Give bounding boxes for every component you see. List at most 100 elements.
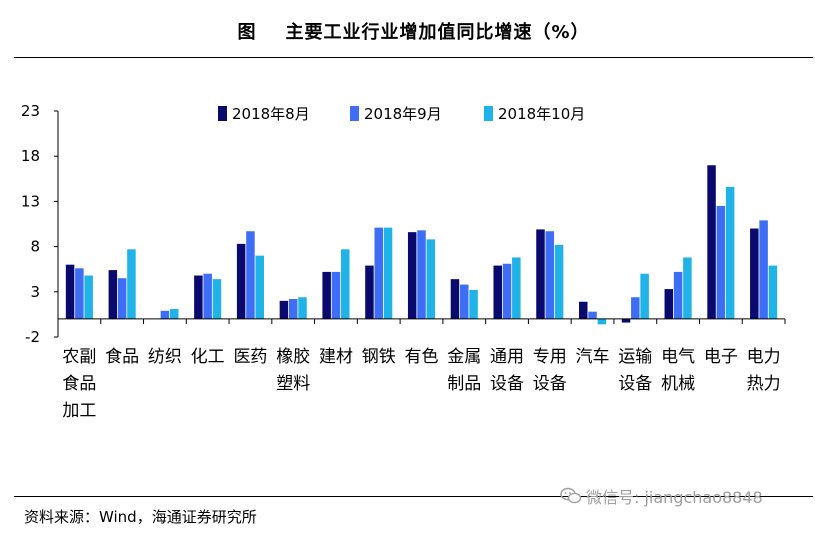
bar bbox=[426, 239, 436, 319]
source-note: 资料来源：Wind，海通证券研究所 bbox=[24, 508, 257, 526]
bar bbox=[288, 299, 298, 319]
watermark-text: 微信号: jiangchao8848 bbox=[586, 488, 763, 507]
bar bbox=[707, 165, 716, 319]
bar bbox=[298, 297, 307, 319]
x-tick-label: 纺织 bbox=[148, 347, 182, 367]
bar bbox=[212, 279, 222, 319]
bar bbox=[160, 310, 170, 319]
x-tick-label: 食品 bbox=[62, 374, 96, 394]
x-tick-label: 设备 bbox=[490, 374, 524, 394]
bar bbox=[545, 231, 555, 319]
x-tick-label: 塑料 bbox=[276, 374, 310, 394]
x-tick-label: 橡胶 bbox=[276, 347, 310, 367]
bar bbox=[597, 318, 607, 325]
legend-label: 2018年10月 bbox=[498, 105, 585, 123]
bar bbox=[255, 255, 264, 319]
bar bbox=[750, 228, 759, 319]
y-tick-label: 23 bbox=[21, 102, 40, 120]
bar bbox=[203, 273, 212, 319]
bar bbox=[640, 273, 649, 319]
bar bbox=[664, 289, 674, 319]
bar bbox=[108, 270, 118, 319]
bar bbox=[621, 318, 631, 323]
x-tick-label: 通用 bbox=[490, 347, 524, 367]
top-rule bbox=[14, 57, 813, 58]
bar bbox=[502, 263, 512, 319]
bar bbox=[460, 284, 469, 319]
x-tick-label: 设备 bbox=[533, 374, 567, 394]
legend-swatch bbox=[484, 106, 493, 121]
bar bbox=[469, 289, 478, 319]
bar bbox=[536, 229, 545, 319]
x-tick-label: 农副 bbox=[62, 347, 96, 367]
bar bbox=[331, 271, 341, 319]
bars bbox=[65, 165, 778, 325]
x-tick-label: 专用 bbox=[533, 347, 567, 367]
x-tick-label: 电子 bbox=[704, 347, 738, 367]
legend-swatch bbox=[218, 106, 227, 121]
bar bbox=[84, 275, 93, 319]
bar bbox=[117, 278, 127, 319]
x-tick-label: 化工 bbox=[191, 347, 225, 367]
bar bbox=[365, 265, 374, 319]
bar bbox=[759, 220, 768, 319]
x-tick-label: 机械 bbox=[661, 374, 695, 394]
x-tick-label: 设备 bbox=[618, 374, 652, 394]
bar bbox=[725, 186, 735, 319]
bar bbox=[75, 268, 84, 319]
x-tick-label: 电气 bbox=[661, 347, 695, 367]
y-tick-label: 13 bbox=[21, 192, 40, 210]
y-tick-label: -2 bbox=[25, 328, 40, 346]
watermark: 微信号: jiangchao8848 bbox=[560, 484, 763, 508]
x-tick-label: 热力 bbox=[747, 374, 781, 394]
legend-label: 2018年9月 bbox=[364, 105, 442, 123]
y-axis: -2 3 8 13 18 23 bbox=[21, 102, 59, 346]
y-tick-label: 8 bbox=[30, 238, 40, 256]
bottom-rule bbox=[14, 496, 813, 497]
x-tick-label: 医药 bbox=[233, 347, 267, 367]
bar bbox=[407, 232, 417, 319]
bar bbox=[383, 227, 393, 319]
bar bbox=[554, 244, 564, 319]
x-tick-label: 有色 bbox=[405, 347, 439, 367]
x-tick-label: 加工 bbox=[62, 401, 96, 421]
bar bbox=[169, 308, 179, 319]
x-tick-label: 电力 bbox=[747, 347, 781, 367]
x-tick-label: 建材 bbox=[319, 347, 353, 367]
legend: 2018年8月 2018年9月 2018年10月 bbox=[218, 105, 585, 123]
bar bbox=[194, 275, 203, 319]
y-tick-label: 18 bbox=[21, 147, 40, 165]
bar bbox=[673, 271, 683, 319]
bar bbox=[493, 265, 502, 319]
bar bbox=[374, 227, 383, 319]
x-tick-label: 金属 bbox=[447, 347, 481, 367]
bar bbox=[246, 231, 255, 319]
x-tick-label: 钢铁 bbox=[362, 347, 396, 367]
x-tick-label: 汽车 bbox=[576, 347, 610, 367]
legend-label: 2018年8月 bbox=[232, 105, 310, 123]
bar bbox=[236, 243, 246, 319]
bar bbox=[512, 257, 521, 319]
bar bbox=[341, 249, 350, 319]
bar bbox=[588, 311, 597, 319]
bar bbox=[127, 249, 136, 319]
bar bbox=[768, 265, 778, 319]
bar bbox=[716, 205, 726, 319]
y-tick-label: 3 bbox=[30, 283, 40, 301]
bar bbox=[631, 297, 640, 319]
bar bbox=[417, 230, 426, 319]
bar bbox=[683, 257, 692, 319]
bar bbox=[450, 279, 460, 319]
title-area: 图 主要工业行业增加值同比增速（%） bbox=[0, 0, 827, 57]
legend-swatch bbox=[350, 106, 359, 121]
bar bbox=[65, 264, 75, 319]
bar bbox=[279, 300, 289, 319]
x-tick-label: 制品 bbox=[447, 374, 481, 394]
bar bbox=[579, 301, 588, 319]
x-tick-label: 运输 bbox=[618, 347, 652, 367]
x-tick-label: 食品 bbox=[105, 347, 139, 367]
chart-title: 图 主要工业行业增加值同比增速（%） bbox=[237, 22, 590, 43]
bar bbox=[322, 271, 331, 319]
